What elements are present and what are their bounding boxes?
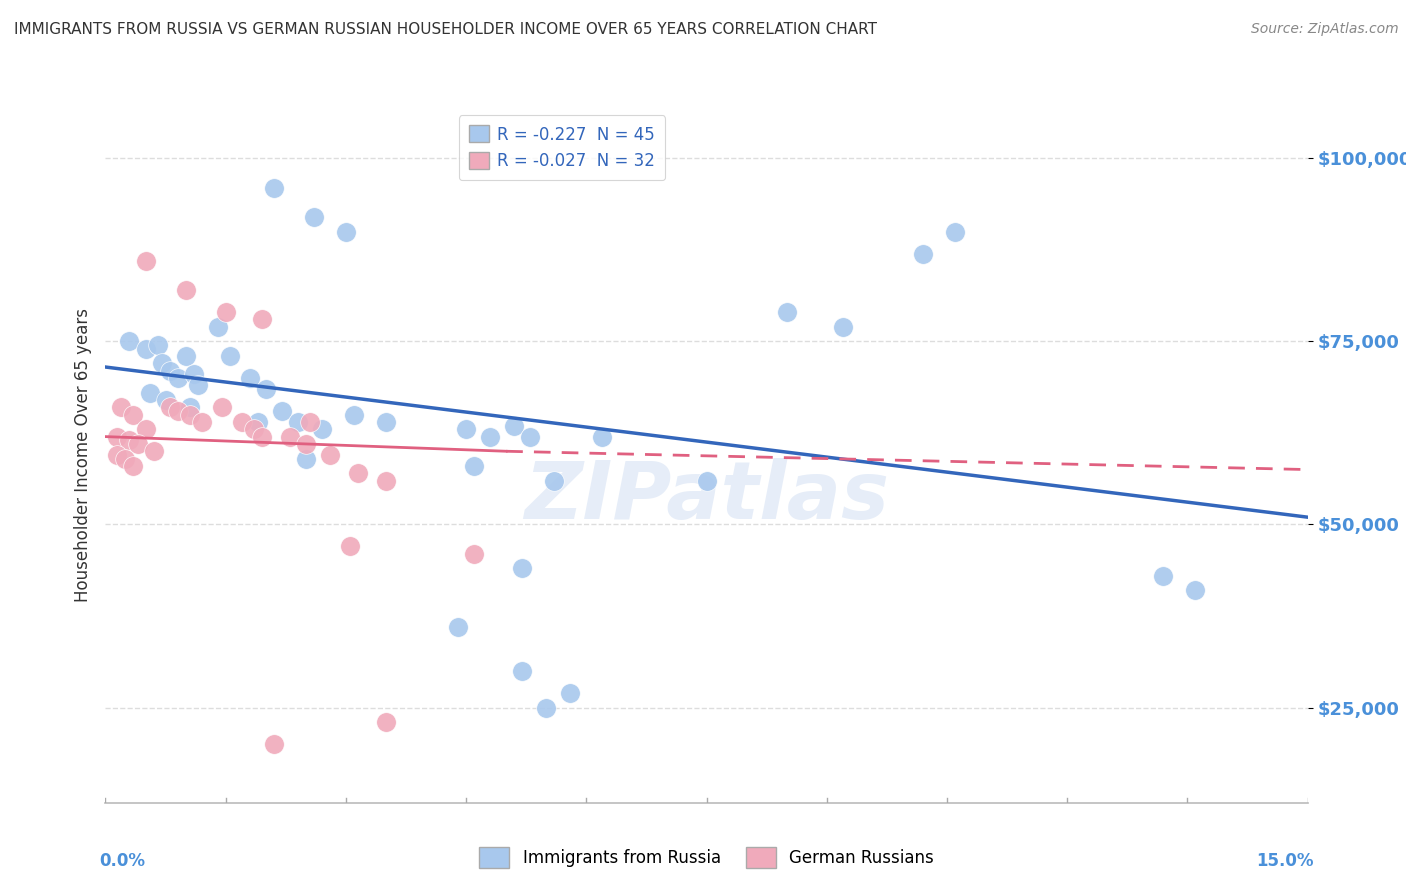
- Point: [510, 664, 533, 678]
- Point: [463, 458, 485, 473]
- Point: [503, 418, 526, 433]
- Point: [696, 474, 718, 488]
- Point: [295, 437, 318, 451]
- Point: [302, 210, 325, 224]
- Point: [135, 422, 157, 436]
- Point: [107, 448, 129, 462]
- Text: ZIPatlas: ZIPatlas: [524, 458, 889, 536]
- Point: [246, 415, 269, 429]
- Point: [174, 349, 197, 363]
- Point: [110, 401, 132, 415]
- Text: 0.0%: 0.0%: [100, 852, 145, 870]
- Point: [179, 408, 201, 422]
- Text: 15.0%: 15.0%: [1256, 852, 1313, 870]
- Point: [263, 737, 285, 751]
- Point: [463, 547, 485, 561]
- Point: [166, 404, 188, 418]
- Point: [114, 451, 136, 466]
- Point: [510, 561, 533, 575]
- Point: [174, 283, 197, 297]
- Point: [187, 378, 209, 392]
- Point: [214, 305, 236, 319]
- Point: [447, 620, 470, 634]
- Point: [479, 429, 502, 443]
- Point: [166, 371, 188, 385]
- Point: [374, 415, 396, 429]
- Point: [943, 225, 966, 239]
- Point: [298, 415, 321, 429]
- Point: [150, 356, 173, 370]
- Point: [107, 429, 129, 443]
- Point: [1184, 583, 1206, 598]
- Y-axis label: Householder Income Over 65 years: Householder Income Over 65 years: [73, 308, 91, 602]
- Point: [534, 700, 557, 714]
- Point: [190, 415, 212, 429]
- Text: Source: ZipAtlas.com: Source: ZipAtlas.com: [1251, 22, 1399, 37]
- Point: [118, 434, 141, 448]
- Point: [179, 401, 201, 415]
- Point: [831, 319, 853, 334]
- Point: [211, 401, 233, 415]
- Point: [287, 415, 309, 429]
- Point: [242, 422, 264, 436]
- Point: [155, 392, 177, 407]
- Point: [135, 342, 157, 356]
- Text: IMMIGRANTS FROM RUSSIA VS GERMAN RUSSIAN HOUSEHOLDER INCOME OVER 65 YEARS CORREL: IMMIGRANTS FROM RUSSIA VS GERMAN RUSSIAN…: [14, 22, 877, 37]
- Point: [250, 429, 273, 443]
- Point: [1152, 568, 1174, 582]
- Point: [159, 401, 181, 415]
- Point: [218, 349, 240, 363]
- Point: [543, 474, 565, 488]
- Point: [254, 382, 277, 396]
- Point: [146, 338, 169, 352]
- Point: [560, 686, 582, 700]
- Legend: R = -0.227  N = 45, R = -0.027  N = 32: R = -0.227 N = 45, R = -0.027 N = 32: [460, 115, 665, 180]
- Point: [183, 368, 205, 382]
- Point: [127, 437, 149, 451]
- Point: [270, 404, 292, 418]
- Point: [118, 334, 141, 349]
- Point: [122, 458, 145, 473]
- Point: [911, 246, 934, 260]
- Point: [142, 444, 165, 458]
- Point: [591, 429, 613, 443]
- Point: [456, 422, 478, 436]
- Point: [239, 371, 262, 385]
- Point: [278, 429, 301, 443]
- Point: [519, 429, 541, 443]
- Point: [122, 408, 145, 422]
- Point: [263, 180, 285, 194]
- Point: [250, 312, 273, 326]
- Point: [335, 225, 357, 239]
- Point: [776, 305, 799, 319]
- Point: [138, 385, 160, 400]
- Point: [374, 715, 396, 730]
- Point: [347, 467, 370, 481]
- Point: [374, 474, 396, 488]
- Point: [207, 319, 229, 334]
- Point: [295, 451, 318, 466]
- Point: [339, 540, 361, 554]
- Point: [159, 364, 181, 378]
- Point: [231, 415, 253, 429]
- Point: [319, 448, 342, 462]
- Point: [135, 253, 157, 268]
- Point: [311, 422, 333, 436]
- Point: [343, 408, 366, 422]
